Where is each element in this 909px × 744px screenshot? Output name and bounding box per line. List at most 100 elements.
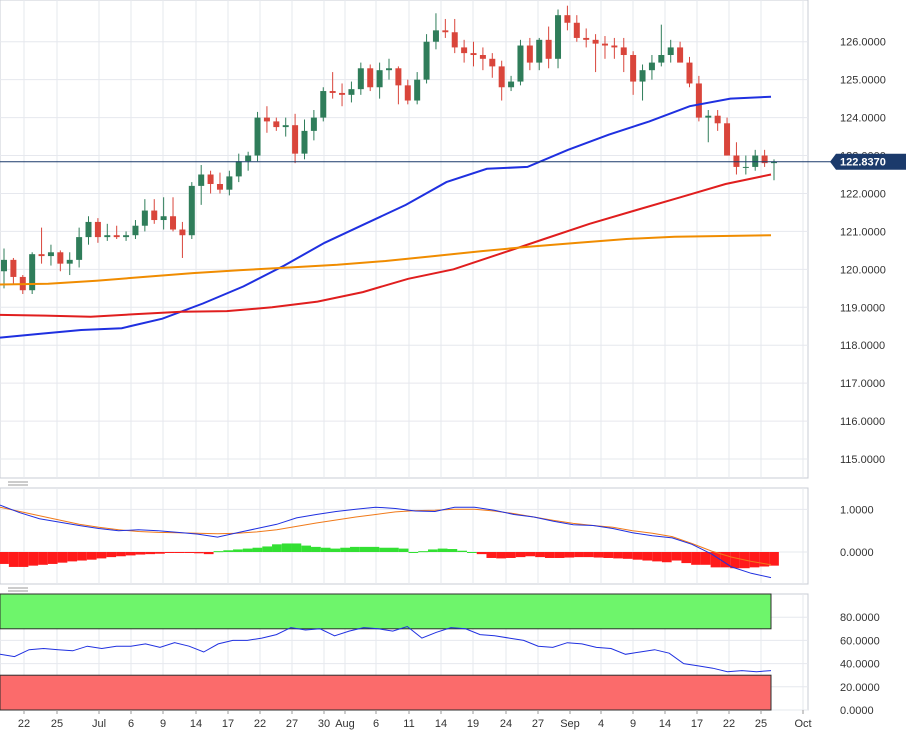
last-price-label: 122.8370 [840,157,886,169]
x-tick-label: 22 [254,718,266,730]
candle-body [320,91,327,118]
x-tick-label: 14 [659,718,671,730]
macd-histogram-bar [583,552,594,558]
candle-body [639,70,646,82]
macd-histogram-bar [262,546,273,552]
candle-body [376,70,383,88]
macd-histogram-bar [730,552,740,569]
macd-histogram-bar [613,552,623,559]
candle-body [57,252,64,264]
candle-body [207,174,214,184]
price-tick-label: 118.0000 [840,340,885,352]
candle-body [198,174,205,186]
rsi-panel: 80.0000 60.0000 40.0000 20.0000 0.0000 [0,587,880,717]
macd-histogram-bar [57,552,68,563]
candle-body [611,45,618,48]
candle-body [555,15,562,59]
candle-body [461,47,468,54]
macd-histogram-bar [330,548,341,552]
macd-plot-area [0,487,809,585]
macd-histogram-bar [233,549,243,552]
macd-histogram-bar [593,552,604,558]
macd-histogram-bar [96,552,107,559]
macd-histogram-bar [759,552,770,567]
candle-body [442,30,449,33]
candle-body [648,62,655,71]
macd-histogram-bar [379,547,389,552]
price-tick-label: 116.0000 [840,416,885,428]
rsi-overbought-zone [0,593,772,630]
candle-body [188,185,195,236]
macd-histogram-bar [574,552,584,558]
candle-body [583,37,590,40]
macd-histogram-bar [311,546,321,552]
candle-body [104,235,111,238]
macd-histogram-bar [681,552,692,564]
x-tick-label: 9 [160,718,166,730]
candle-body [329,91,336,93]
rsi-tick-label: 60.0000 [840,635,880,647]
candle-body [292,125,299,154]
macd-histogram-bar [8,552,19,567]
macd-histogram-bar [47,552,58,564]
macd-histogram-bar [67,552,78,562]
macd-histogram-bar [184,552,195,553]
x-tick-label: 22 [723,718,735,730]
macd-histogram-bar [691,552,701,565]
rsi-oversold-zone [0,674,772,711]
price-tick-label: 119.0000 [840,302,885,314]
candle-body [573,22,580,38]
macd-panel: 1.0000 0.0000 [0,481,874,585]
x-tick-label: 17 [691,718,703,730]
candle-body [310,117,317,131]
macd-histogram-bar [749,552,760,568]
candle-body [667,47,674,56]
x-tick-label: 17 [222,718,234,730]
candle-body [386,68,392,71]
candle-body [536,39,543,63]
x-tick-label: 9 [630,718,636,730]
price-panel: 126.0000125.0000124.0000123.0000122.0000… [0,0,906,479]
macd-histogram-bar [174,552,185,553]
x-tick-label: 27 [286,718,298,730]
macd-histogram-bar [535,552,545,558]
macd-histogram-bar [720,552,731,568]
macd-histogram-bar [652,552,662,562]
macd-histogram-bar [603,552,614,558]
candle-body [489,58,496,67]
macd-histogram-bar [642,552,653,561]
macd-histogram-bar [369,546,380,552]
price-tick-label: 126.0000 [840,37,886,49]
macd-histogram-bar [427,549,438,552]
candle-body [451,32,458,48]
macd-histogram-bar [135,552,146,555]
candle-body [263,117,270,122]
candle-body [38,254,45,257]
macd-histogram-bar [164,552,175,553]
candle-body [479,55,486,59]
macd-histogram-bar [515,552,526,558]
x-tick-label: 24 [500,718,512,730]
x-tick-label: 30 [318,718,330,730]
macd-histogram-bar [622,552,633,559]
macd-histogram-bar [38,552,48,565]
candle-body [686,62,693,84]
candle-body [216,183,223,190]
macd-histogram-bar [116,552,126,557]
candle-body [66,259,73,264]
x-tick-label: 14 [190,718,202,730]
macd-histogram-bar [457,550,467,552]
macd-histogram-bar [155,552,165,554]
macd-line [0,504,772,579]
x-tick-label: 14 [435,718,447,730]
macd-histogram-bar [671,552,682,561]
candle-body [170,216,177,230]
macd-histogram-bar [340,547,351,552]
candle-body [235,161,242,177]
candle-body [658,55,665,63]
candle-body [517,45,524,82]
macd-histogram-bar [418,551,428,553]
candle-body [724,123,731,156]
candle-body [564,15,571,23]
